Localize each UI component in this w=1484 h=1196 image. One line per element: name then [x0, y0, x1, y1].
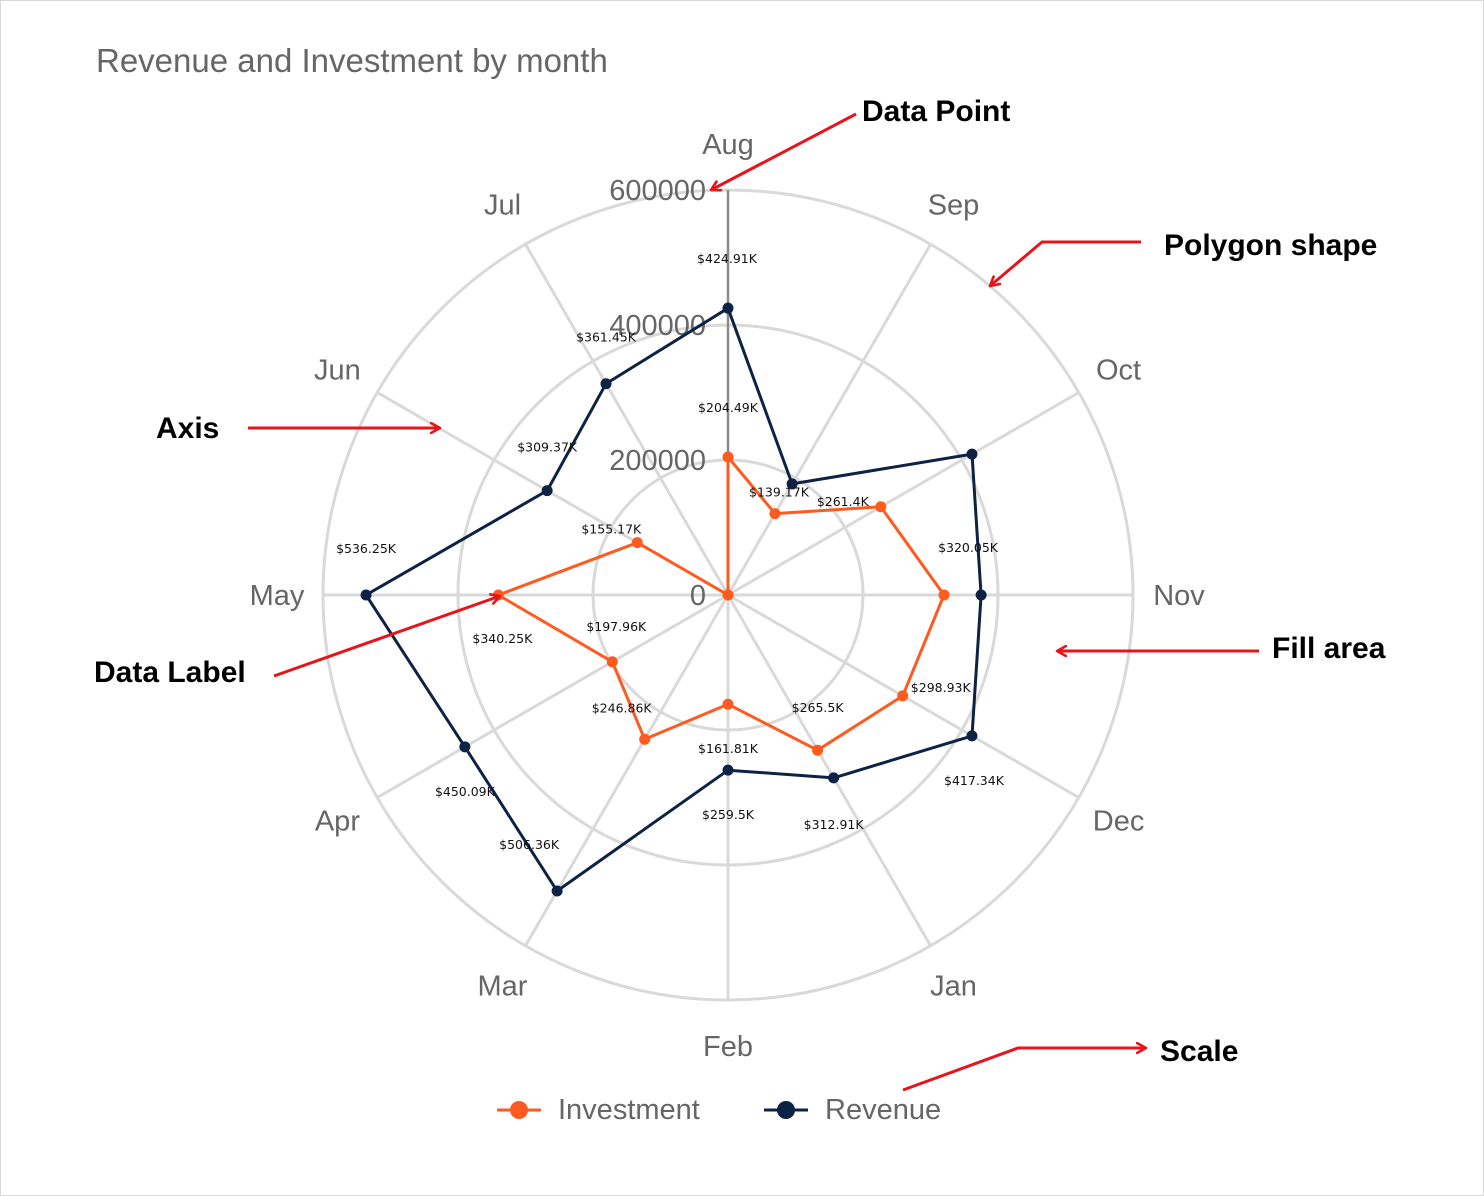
annotation-data-label-arrow: [273, 596, 500, 678]
data-labels: $204.49K $139.17K $261.4K $320.05K $298.93K $…: [336, 251, 1005, 852]
category-label-apr: Apr: [315, 806, 360, 838]
scale-tick-labels: 0 200000 400000 600000: [609, 175, 706, 612]
category-labels: Aug Sep Oct Nov Dec Jan Feb Mar Apr May Jun Jul: [250, 129, 1206, 1063]
investment-data-label-feb: $161.81K: [698, 741, 759, 756]
revenue-point-nov[interactable]: [975, 589, 987, 601]
annotation-data-label: Data Label: [94, 656, 246, 689]
series-layer: [360, 302, 987, 897]
scale-tick-label: 0: [690, 580, 706, 612]
spoke-jul: [524, 243, 730, 596]
revenue-point-jan[interactable]: [828, 772, 840, 784]
revenue-data-label-may: $536.25K: [336, 541, 397, 556]
revenue-data-label-feb: $259.5K: [702, 807, 755, 822]
category-label-jul: Jul: [484, 189, 521, 221]
category-label-sep: Sep: [928, 189, 980, 221]
category-label-nov: Nov: [1153, 580, 1205, 612]
investment-point-dec[interactable]: [897, 690, 909, 702]
revenue-data-label-jun: $309.37K: [517, 440, 578, 455]
investment-data-label-mar: $246.86K: [592, 700, 653, 715]
legend-investment-label: Investment: [558, 1094, 700, 1126]
investment-point-oct[interactable]: [875, 501, 887, 513]
investment-data-label-may: $340.25K: [472, 631, 533, 646]
revenue-point-oct[interactable]: [966, 448, 978, 460]
scale-tick-label: 600000: [609, 175, 706, 207]
investment-point-jun[interactable]: [631, 537, 643, 549]
revenue-data-label-mar: $506.36K: [499, 837, 560, 852]
spoke-oct: [727, 391, 1080, 597]
revenue-point-sep[interactable]: [786, 478, 798, 490]
revenue-point-apr[interactable]: [459, 741, 471, 753]
annotation-fill-area: Fill area: [1272, 632, 1386, 665]
category-label-aug: Aug: [702, 129, 754, 161]
annotation-data-point-arrow: [711, 112, 857, 190]
category-label-may: May: [250, 580, 305, 612]
investment-data-label-oct: $261.4K: [817, 494, 870, 509]
category-label-feb: Feb: [703, 1031, 753, 1063]
category-label-jan: Jan: [930, 971, 977, 1003]
investment-data-label-nov: $320.05K: [938, 540, 999, 555]
investment-point-sep[interactable]: [769, 508, 781, 520]
scale-tick-label: 400000: [609, 310, 706, 342]
annotation-polygon-shape: Polygon shape: [1164, 229, 1377, 262]
spoke-apr: [376, 593, 729, 799]
investment-data-label-sep: $139.17K: [749, 485, 810, 500]
investment-point-feb[interactable]: [722, 698, 734, 710]
investment-data-label-jun: $155.17K: [581, 522, 642, 537]
revenue-point-jun[interactable]: [541, 485, 553, 497]
revenue-data-label-aug: $424.91K: [697, 251, 758, 266]
chart-title: Revenue and Investment by month: [96, 42, 608, 79]
legend-revenue-marker: [777, 1101, 795, 1119]
category-label-oct: Oct: [1096, 355, 1141, 387]
annotation-data-point: Data Point: [862, 95, 1010, 128]
annotation-scale-arrow: [902, 1048, 1146, 1092]
investment-point-apr[interactable]: [606, 656, 618, 668]
investment-data-label-aug: $204.49K: [698, 400, 759, 415]
legend-item-investment[interactable]: Investment: [497, 1094, 700, 1126]
revenue-point-may[interactable]: [360, 589, 372, 601]
legend: Investment Revenue: [497, 1094, 941, 1126]
category-label-mar: Mar: [478, 971, 528, 1003]
revenue-data-label-jul: $361.45K: [576, 330, 637, 345]
annotation-polygon-shape-arrow: [990, 240, 1141, 286]
revenue-point-jul[interactable]: [600, 378, 612, 390]
annotation-scale: Scale: [1160, 1035, 1238, 1068]
revenue-data-label-apr: $450.09K: [435, 784, 496, 799]
scale-tick-label: 200000: [609, 445, 706, 477]
revenue-point-dec[interactable]: [966, 730, 978, 742]
legend-item-revenue[interactable]: Revenue: [764, 1094, 941, 1126]
investment-point-aug[interactable]: [722, 451, 734, 463]
spoke-sep: [726, 243, 932, 596]
revenue-point-aug[interactable]: [722, 302, 734, 314]
investment-point-jan[interactable]: [812, 744, 824, 756]
category-label-dec: Dec: [1093, 806, 1145, 838]
annotation-axis: Axis: [156, 412, 219, 445]
investment-data-label-dec: $298.93K: [911, 680, 972, 695]
revenue-point-feb[interactable]: [722, 764, 734, 776]
legend-revenue-label: Revenue: [825, 1094, 941, 1126]
investment-point-nov[interactable]: [938, 589, 950, 601]
legend-investment-marker: [510, 1101, 528, 1119]
spoke-jan: [726, 594, 932, 947]
investment-data-label-jan: $265.5K: [792, 700, 845, 715]
revenue-point-mar[interactable]: [551, 885, 563, 897]
annotations: Data Point Polygon shape Axis Fill area …: [94, 95, 1386, 1092]
category-label-jun: Jun: [314, 355, 361, 387]
investment-data-label-apr: $197.96K: [586, 619, 647, 634]
investment-point-jul[interactable]: [722, 589, 734, 601]
revenue-data-label-jan: $312.91K: [804, 817, 865, 832]
investment-point-mar[interactable]: [639, 733, 651, 745]
revenue-data-label-dec: $417.34K: [944, 773, 1005, 788]
